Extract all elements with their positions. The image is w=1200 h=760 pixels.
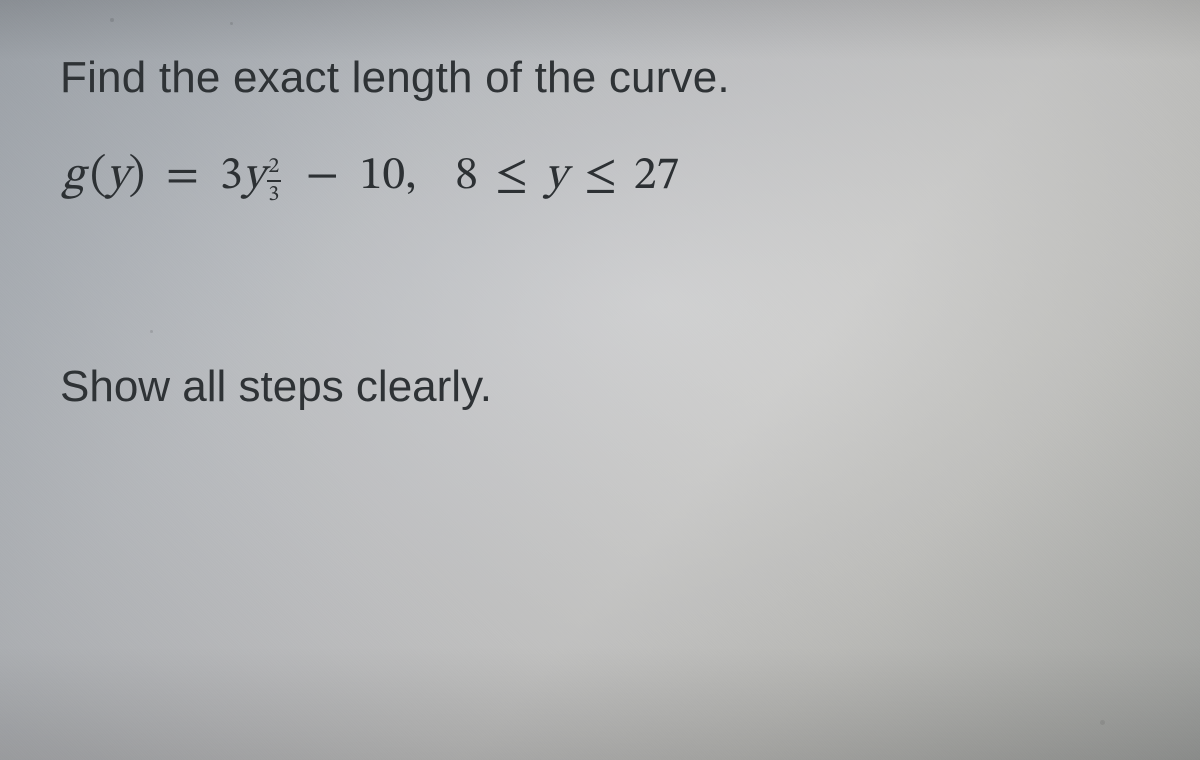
le-1: ≤ [489, 153, 534, 199]
instruction-text: Show all steps clearly. [60, 362, 1140, 412]
exp-den: 3 [267, 184, 280, 206]
problem-block: Find the exact length of the curve. g (y… [60, 50, 1140, 412]
coeff: 3 [220, 153, 243, 199]
equation: g (y) = 3y 2 3 − 10, 8 ≤ y ≤ 27 [62, 151, 1140, 222]
domain-high: 27 [634, 153, 680, 199]
speck [110, 18, 114, 22]
constant: 10 [360, 153, 406, 199]
prompt-text: Find the exact length of the curve. [60, 50, 1140, 105]
open-paren: ( [84, 153, 106, 199]
minus-op: − [296, 153, 349, 199]
domain-var: y [545, 153, 567, 199]
speck [230, 22, 233, 25]
speck [1100, 720, 1105, 725]
domain-low: 8 [455, 153, 478, 199]
equals: = [156, 153, 209, 199]
base-var: y [243, 153, 265, 199]
exponent: 2 3 [267, 135, 281, 206]
func-name: g [62, 153, 84, 199]
le-2: ≤ [578, 153, 623, 199]
close-paren: ) [129, 153, 145, 199]
exponent-fraction: 2 3 [267, 156, 281, 206]
fraction-bar [267, 180, 281, 182]
comma: , [405, 153, 416, 199]
func-arg: y [106, 153, 128, 199]
exp-num: 2 [267, 156, 280, 178]
